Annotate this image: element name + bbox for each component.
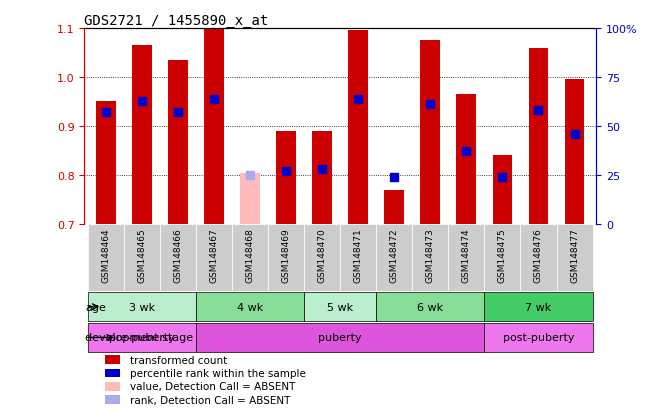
Text: GSM148465: GSM148465 (137, 228, 146, 282)
Point (461, 149, 472, 155)
Text: GDS2721 / 1455890_x_at: GDS2721 / 1455890_x_at (84, 14, 268, 28)
Text: GSM148475: GSM148475 (498, 228, 507, 282)
Point (209, 96, 219, 102)
Bar (384, 190, 404, 225)
Bar (105, 355, 120, 364)
Bar (196, 323, 485, 352)
Point (137, 98, 147, 104)
Point (100, 110, 111, 116)
Text: GSM148477: GSM148477 (570, 228, 579, 282)
Point (317, 166, 327, 173)
Bar (304, 292, 376, 322)
Bar (240, 173, 260, 225)
Bar (557, 225, 592, 292)
Text: transformed count: transformed count (130, 355, 227, 365)
Bar (132, 46, 152, 225)
Text: percentile rank within the sample: percentile rank within the sample (130, 368, 307, 378)
Bar (304, 225, 340, 292)
Text: 7 wk: 7 wk (526, 302, 551, 312)
Text: GSM148469: GSM148469 (282, 228, 290, 282)
Text: GSM148466: GSM148466 (174, 228, 183, 282)
Bar (485, 292, 592, 322)
Text: age: age (85, 302, 106, 312)
Bar (276, 132, 296, 225)
Text: GSM148470: GSM148470 (318, 228, 327, 282)
Bar (456, 95, 476, 225)
Point (281, 169, 292, 175)
Point (497, 174, 507, 181)
Text: GSM148467: GSM148467 (209, 228, 218, 282)
Text: GSM148468: GSM148468 (246, 228, 255, 282)
Bar (105, 369, 120, 377)
Bar (412, 225, 448, 292)
Point (389, 174, 399, 181)
Text: GSM148476: GSM148476 (534, 228, 543, 282)
Bar (492, 156, 513, 225)
Text: GSM148474: GSM148474 (462, 228, 471, 282)
Bar (105, 396, 120, 404)
Bar (88, 292, 196, 322)
Text: GSM148471: GSM148471 (354, 228, 363, 282)
Bar (196, 225, 232, 292)
Bar (88, 323, 196, 352)
Bar (232, 225, 268, 292)
Bar (564, 80, 584, 225)
Bar (204, 29, 224, 225)
Point (425, 102, 435, 109)
Text: 4 wk: 4 wk (237, 302, 263, 312)
Bar (312, 132, 332, 225)
Bar (196, 292, 304, 322)
Bar (105, 382, 120, 391)
Text: rank, Detection Call = ABSENT: rank, Detection Call = ABSENT (130, 395, 291, 405)
Bar (376, 225, 412, 292)
Point (245, 172, 255, 179)
Bar (124, 225, 160, 292)
Bar (349, 31, 368, 225)
Bar (88, 225, 124, 292)
Text: 5 wk: 5 wk (327, 302, 353, 312)
Bar (168, 61, 188, 225)
Bar (448, 225, 485, 292)
Text: GSM148464: GSM148464 (101, 228, 110, 282)
Text: pre-puberty: pre-puberty (109, 332, 175, 343)
Text: post-puberty: post-puberty (503, 332, 574, 343)
Text: puberty: puberty (318, 332, 362, 343)
Text: GSM148473: GSM148473 (426, 228, 435, 282)
Bar (160, 225, 196, 292)
Bar (96, 102, 116, 225)
Text: 6 wk: 6 wk (417, 302, 443, 312)
Bar (268, 225, 304, 292)
Bar (529, 48, 548, 225)
Text: value, Detection Call = ABSENT: value, Detection Call = ABSENT (130, 382, 295, 392)
Text: GSM148472: GSM148472 (390, 228, 399, 282)
Text: development stage: development stage (85, 332, 193, 343)
Bar (485, 225, 520, 292)
Bar (520, 225, 557, 292)
Bar (340, 225, 376, 292)
Point (173, 110, 183, 116)
Text: 3 wk: 3 wk (129, 302, 155, 312)
Point (533, 108, 544, 114)
Bar (485, 323, 592, 352)
Bar (421, 41, 440, 225)
Point (353, 96, 364, 102)
Bar (376, 292, 485, 322)
Point (570, 131, 580, 138)
